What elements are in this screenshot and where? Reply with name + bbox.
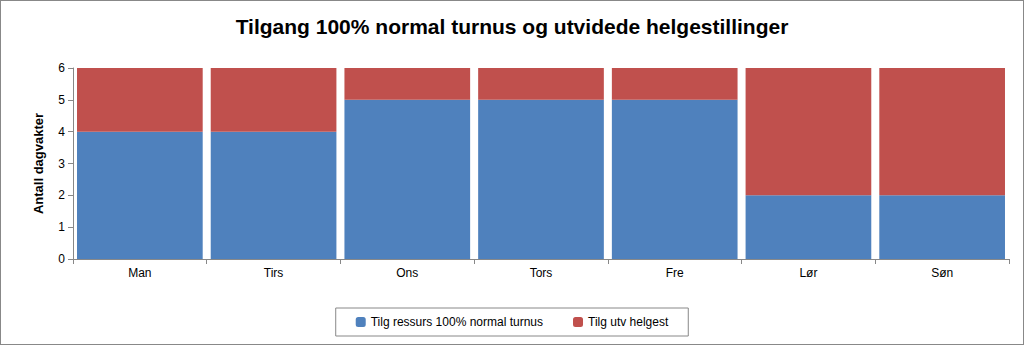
svg-text:Tirs: Tirs (264, 266, 284, 280)
svg-text:0: 0 (58, 252, 65, 266)
svg-text:Tors: Tors (530, 266, 553, 280)
svg-text:2: 2 (58, 188, 65, 202)
svg-text:5: 5 (58, 93, 65, 107)
svg-text:Man: Man (128, 266, 151, 280)
svg-text:4: 4 (58, 125, 65, 139)
svg-text:Ons: Ons (396, 266, 418, 280)
svg-text:3: 3 (58, 157, 65, 171)
svg-text:Antall dagvakter: Antall dagvakter (31, 113, 46, 214)
svg-text:6: 6 (58, 61, 65, 75)
svg-text:Lør: Lør (799, 266, 817, 280)
svg-text:Tilg utv helgest: Tilg utv helgest (588, 315, 669, 329)
svg-text:Søn: Søn (931, 266, 953, 280)
svg-text:Fre: Fre (666, 266, 684, 280)
svg-text:Tilgang 100% normal turnus og: Tilgang 100% normal turnus og utvidede h… (236, 15, 789, 38)
svg-text:Tilg ressurs 100% normal turnu: Tilg ressurs 100% normal turnus (371, 315, 543, 329)
svg-text:1: 1 (58, 220, 65, 234)
